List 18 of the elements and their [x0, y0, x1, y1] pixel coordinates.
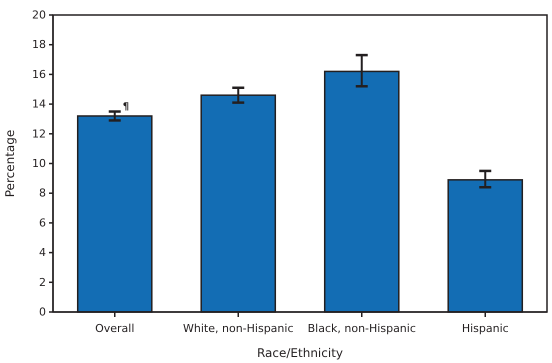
annotation: ¶: [122, 102, 130, 113]
y-tick-label: 18: [32, 38, 46, 52]
y-tick-label: 0: [39, 306, 46, 319]
x-tick-label: Hispanic: [462, 322, 509, 336]
y-tick-label: 4: [39, 246, 46, 260]
x-tick-label: White, non-Hispanic: [183, 322, 294, 336]
y-tick-label: 10: [32, 157, 46, 170]
y-tick-label: 12: [32, 127, 46, 140]
x-tick-label: Overall: [95, 322, 134, 336]
x-tick-label: Black, non-Hispanic: [308, 322, 416, 336]
y-tick-label: 2: [39, 276, 46, 289]
x-axis-title: Race/Ethnicity: [256, 346, 344, 360]
y-tick-label: 8: [39, 186, 46, 200]
y-tick-label: 20: [32, 8, 46, 22]
y-tick-label: 16: [32, 68, 46, 81]
y-tick-label: 6: [39, 216, 46, 230]
y-tick-label: 14: [32, 98, 46, 111]
y-axis-title: Percentage: [3, 130, 17, 198]
